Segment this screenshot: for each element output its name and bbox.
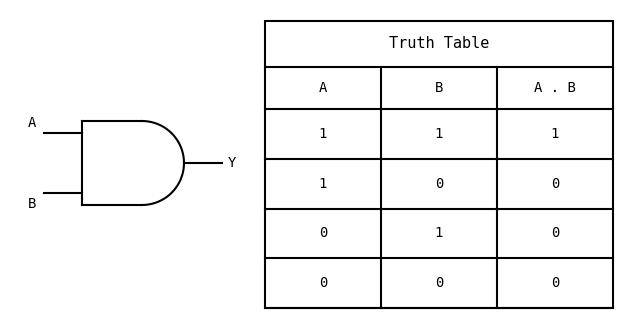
Bar bbox=[265, 21, 613, 308]
Text: A . B: A . B bbox=[534, 81, 576, 95]
Text: 0: 0 bbox=[551, 226, 559, 240]
Text: A: A bbox=[319, 81, 327, 95]
Text: 1: 1 bbox=[435, 127, 443, 141]
Text: 1: 1 bbox=[319, 177, 327, 191]
Text: 1: 1 bbox=[551, 127, 559, 141]
Text: 1: 1 bbox=[435, 226, 443, 240]
Text: 0: 0 bbox=[435, 276, 443, 290]
Text: 0: 0 bbox=[435, 177, 443, 191]
Text: 0: 0 bbox=[319, 276, 327, 290]
Text: B: B bbox=[28, 197, 36, 211]
Text: Y: Y bbox=[228, 156, 236, 170]
Text: 0: 0 bbox=[319, 226, 327, 240]
Text: B: B bbox=[435, 81, 443, 95]
Text: 0: 0 bbox=[551, 276, 559, 290]
Text: Truth Table: Truth Table bbox=[389, 37, 489, 52]
Text: A: A bbox=[28, 116, 36, 130]
Text: 1: 1 bbox=[319, 127, 327, 141]
Text: 0: 0 bbox=[551, 177, 559, 191]
